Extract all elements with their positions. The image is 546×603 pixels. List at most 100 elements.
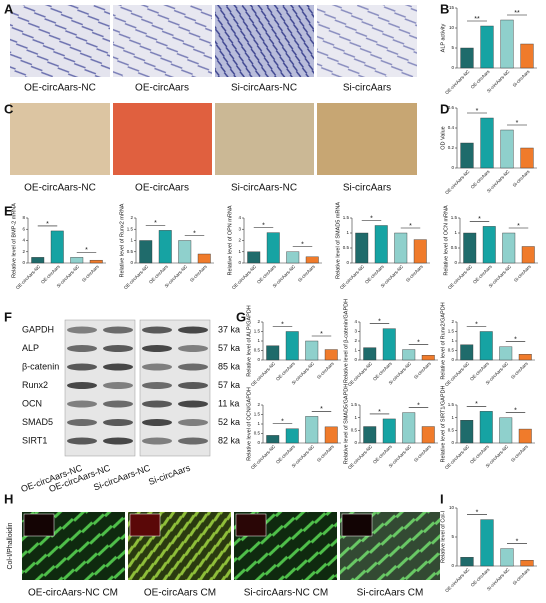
- y-tick-label: 2: [257, 319, 260, 324]
- panel-label: H: [4, 491, 13, 506]
- image: [10, 5, 110, 77]
- x-tick-label: OE-circAars-NC: [123, 263, 150, 290]
- band: [67, 419, 97, 426]
- bar: [139, 240, 153, 264]
- bar: [31, 257, 45, 264]
- image-label: Si-circAars-NC: [231, 183, 297, 194]
- bar: [500, 129, 514, 169]
- bar: [286, 251, 300, 264]
- bar: [482, 226, 496, 264]
- y-tick-label: 0: [451, 440, 454, 445]
- size-label: 37 ka: [218, 324, 240, 334]
- bar: [402, 349, 416, 361]
- y-tick-label: 1: [454, 230, 457, 235]
- significance: **: [474, 16, 480, 23]
- y-tick-label: 0.5: [351, 428, 358, 433]
- inset: [23, 513, 55, 537]
- bar: [305, 416, 319, 444]
- significance: *: [262, 222, 265, 229]
- band: [178, 382, 208, 389]
- band: [178, 419, 208, 426]
- bar: [266, 345, 280, 361]
- significance: *: [85, 247, 88, 254]
- bar: [305, 256, 319, 264]
- bar: [421, 355, 435, 361]
- band: [103, 437, 133, 445]
- bar: [480, 117, 494, 169]
- y-tick-label: 10: [449, 505, 455, 510]
- y-tick-label: 0: [238, 260, 241, 265]
- x-tick-label: OE-circAars-NC: [15, 263, 42, 290]
- panel-label: G: [236, 309, 246, 324]
- bar: [70, 257, 84, 264]
- image-label: Si-circAars-NC CM: [244, 588, 328, 599]
- y-tick-label: 1: [451, 338, 454, 343]
- x-tick-label: Si-circAars: [316, 443, 335, 462]
- bar: [520, 147, 534, 169]
- y-tick-label: 1.5: [351, 402, 358, 407]
- bar: [89, 259, 103, 264]
- size-label: 85 ka: [218, 361, 240, 371]
- significance: *: [516, 120, 519, 127]
- band: [142, 437, 172, 445]
- bar: [421, 426, 435, 444]
- y-tick-label: 0: [130, 260, 133, 265]
- size-label: 52 ka: [218, 417, 240, 427]
- y-axis-label: OD Value: [440, 126, 446, 149]
- image-label: OE-circAars-NC CM: [28, 588, 118, 599]
- inset: [129, 513, 161, 537]
- x-tick-label: Si-circAars: [510, 443, 529, 462]
- significance: *: [475, 321, 478, 328]
- band: [103, 400, 133, 408]
- x-tick-label: Si-circAars: [189, 263, 208, 282]
- y-axis-label: Relative level of OCN mRNA: [443, 205, 449, 276]
- x-tick-label: OE-circAars-NC: [444, 443, 471, 470]
- significance: *: [514, 337, 517, 344]
- y-tick-label: 1: [257, 338, 260, 343]
- significance: *: [409, 223, 412, 230]
- significance: *: [378, 318, 381, 325]
- image-label: Si-circAars CM: [357, 588, 424, 599]
- bar: [480, 519, 494, 567]
- y-tick-label: 1: [238, 249, 241, 254]
- significance: *: [417, 339, 420, 346]
- panel-label: I: [440, 491, 444, 506]
- image: [113, 103, 212, 175]
- bar: [500, 548, 514, 567]
- y-tick-label: 1.5: [254, 329, 261, 334]
- bar: [521, 246, 535, 264]
- bar: [518, 354, 532, 361]
- y-tick-label: 4: [22, 238, 25, 243]
- bar: [499, 346, 513, 361]
- y-tick-label: 1: [354, 348, 357, 353]
- significance: *: [154, 220, 157, 227]
- y-axis-label: Relative level of BMP-2 mRNA: [11, 203, 17, 278]
- image: [317, 103, 417, 175]
- x-tick-label: OE-circAars-NC: [339, 263, 366, 290]
- bar: [460, 142, 474, 169]
- y-tick-label: 1.5: [448, 329, 455, 334]
- x-tick-label: OE-circAars-NC: [444, 168, 471, 195]
- x-tick-label: OE-circAars: [470, 168, 491, 189]
- band: [67, 437, 97, 445]
- image-label: OE-circAars-NC: [24, 83, 96, 94]
- band: [67, 382, 97, 389]
- significance: **: [514, 10, 520, 17]
- protein-label: OCN: [22, 398, 42, 408]
- y-tick-label: 4: [238, 215, 241, 220]
- y-tick-label: 8: [22, 215, 25, 220]
- lane-label: Si-circAars: [147, 463, 192, 487]
- band: [103, 382, 133, 389]
- x-tick-label: OE-circAars-NC: [347, 443, 374, 470]
- y-tick-label: 1: [346, 230, 349, 235]
- y-tick-label: 0.2: [448, 145, 455, 150]
- image-label: OE-circAars-NC: [24, 183, 96, 194]
- x-tick-label: Si-circAars: [513, 263, 532, 282]
- band: [178, 363, 208, 371]
- y-axis-label: Relative level of Runx2 mRNA: [119, 203, 125, 277]
- x-tick-label: OE-circAars-NC: [250, 360, 277, 387]
- bar: [363, 426, 377, 444]
- y-tick-label: 2: [238, 238, 241, 243]
- bar: [305, 340, 319, 361]
- y-tick-label: 0: [257, 357, 260, 362]
